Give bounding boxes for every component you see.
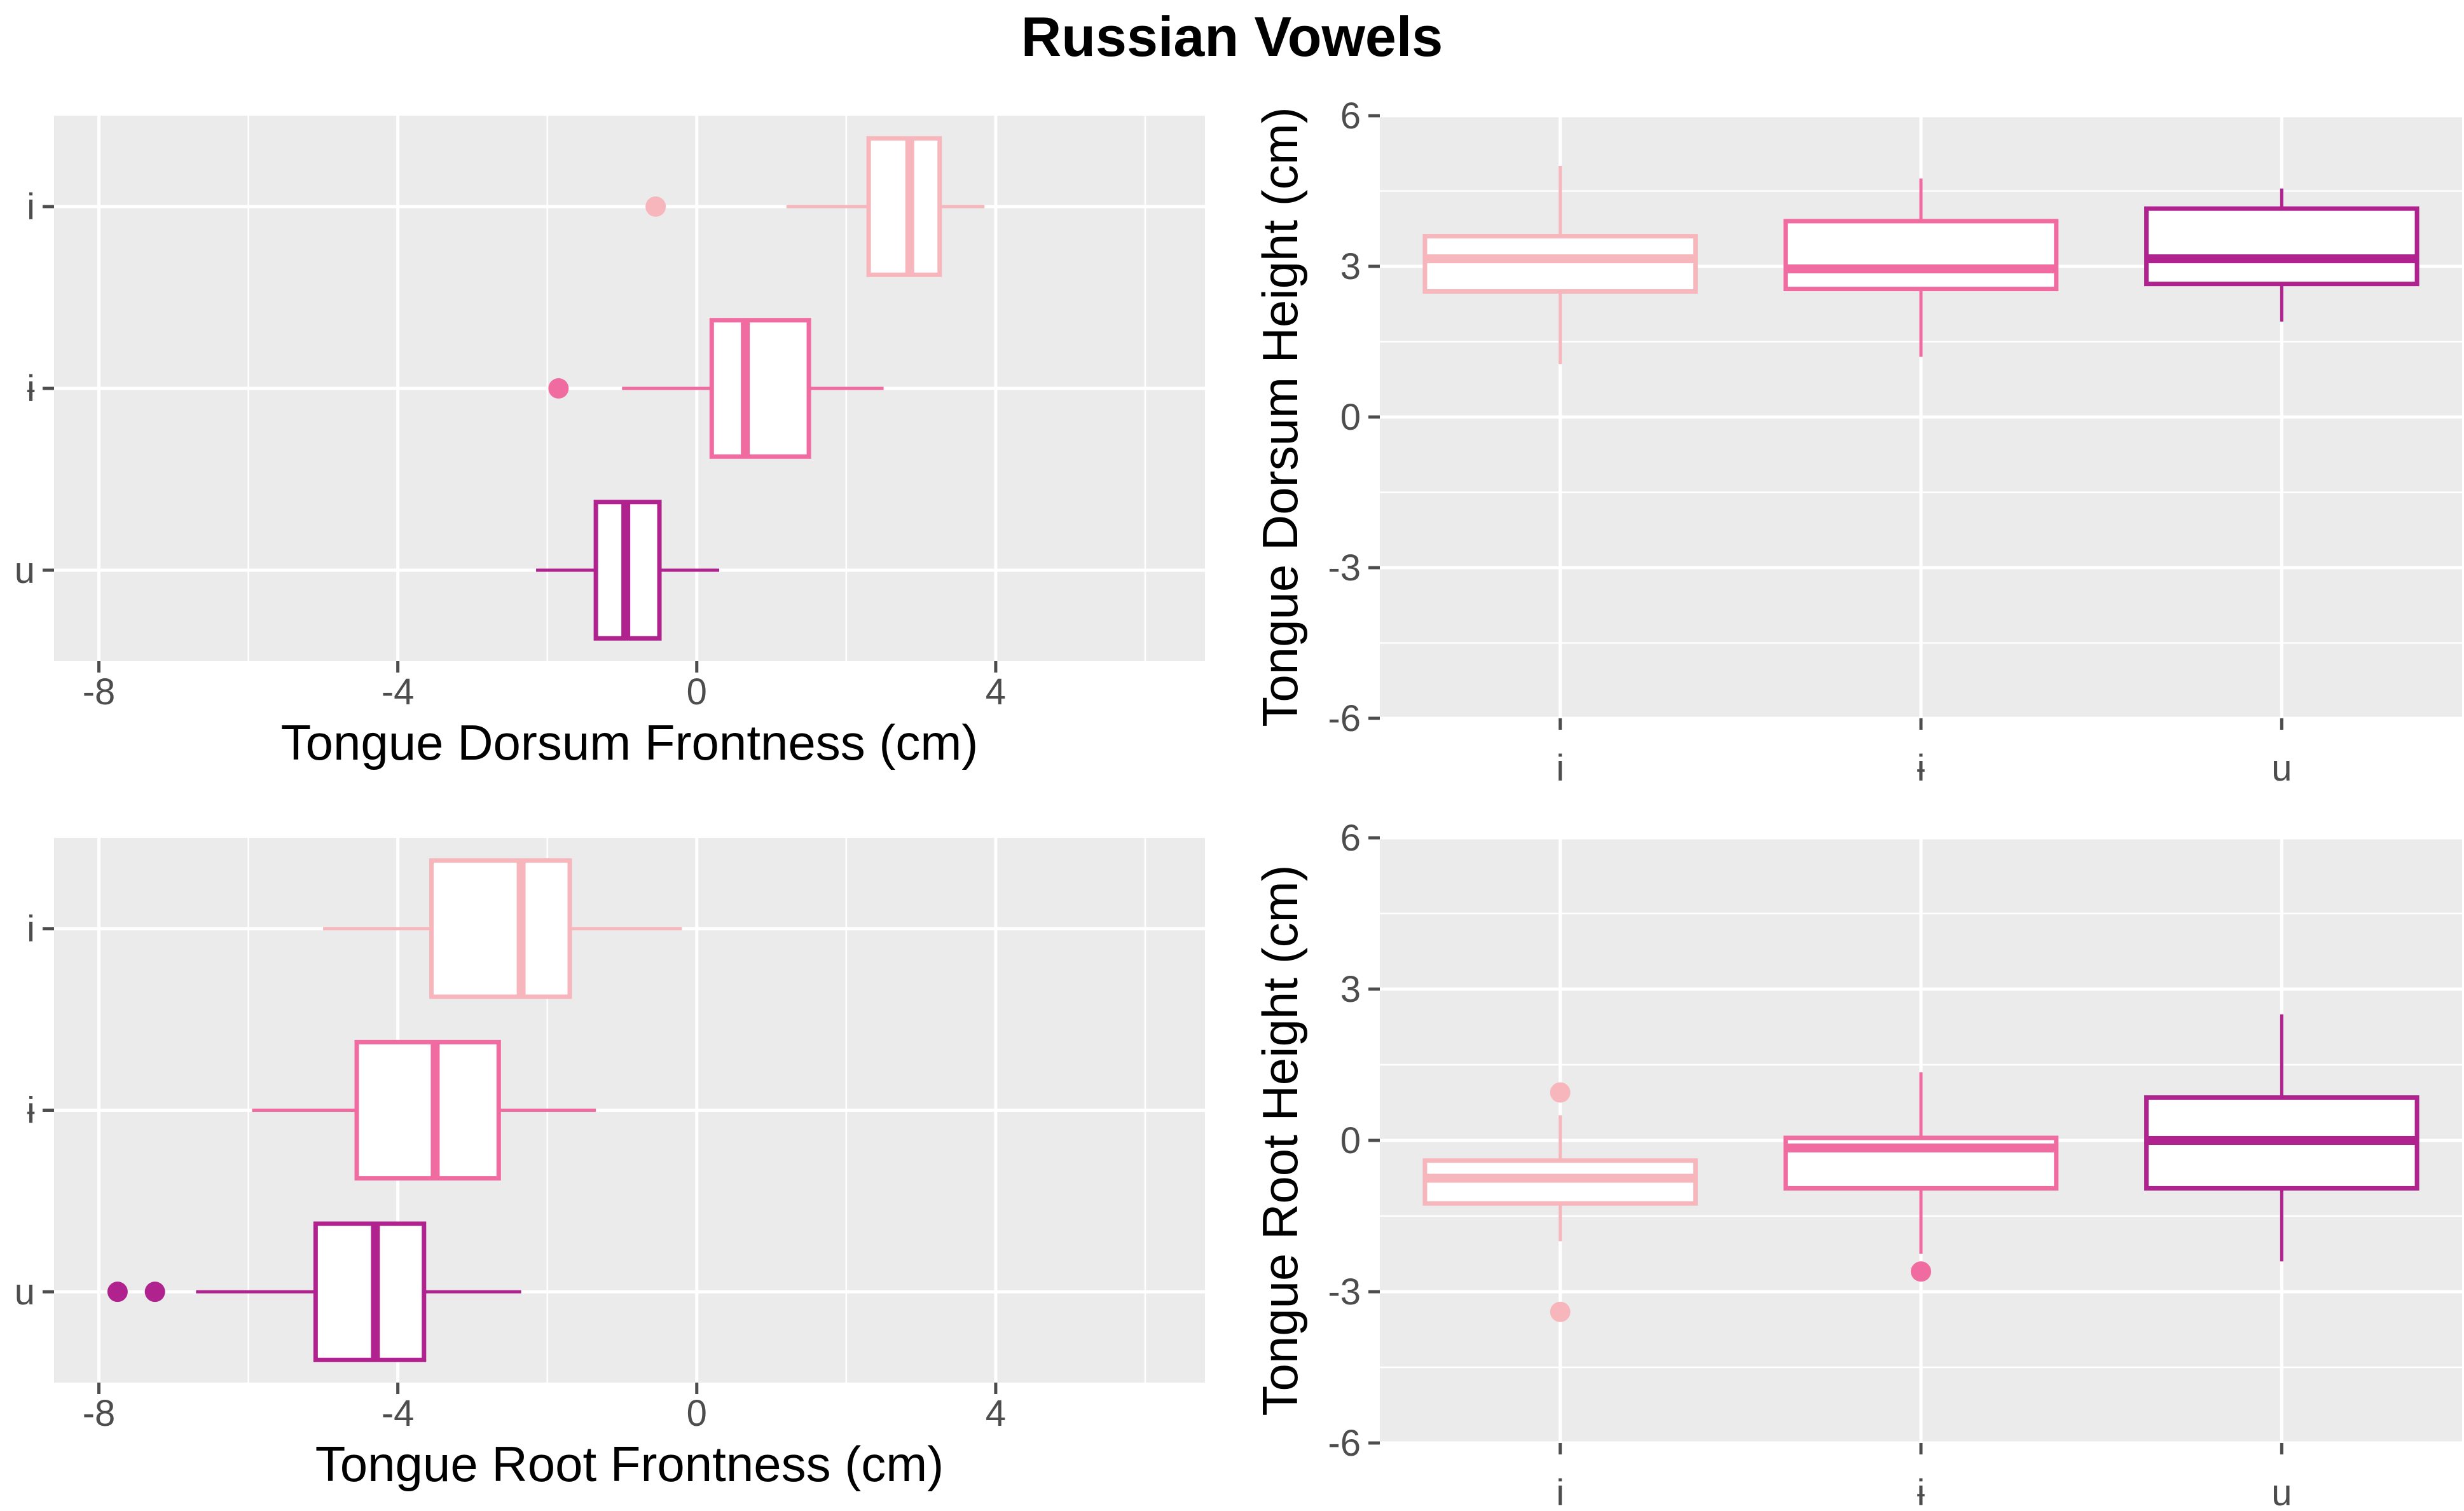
y-tick-label: ɨ <box>27 368 35 409</box>
box-i <box>323 858 682 999</box>
y-tick-label: ɨ <box>27 1090 35 1132</box>
x-tick-label: 0 <box>687 671 707 713</box>
box-iqr <box>866 136 942 277</box>
outlier-point <box>548 378 569 399</box>
chart-title: Russian Vowels <box>1021 5 1443 68</box>
x-axis-title: Tongue Root Frontness (cm) <box>315 1436 944 1492</box>
y-tick-label: u <box>15 550 35 591</box>
box-u <box>107 1221 521 1362</box>
x-tick-label: u <box>2271 1472 2292 1511</box>
y-tick-label: 6 <box>1340 95 1361 137</box>
box-u <box>2144 1014 2419 1262</box>
x-tick-label: i <box>1556 748 1564 789</box>
x-tick-label: u <box>2271 748 2292 789</box>
box-iqr <box>1783 219 2059 292</box>
y-tick-label: -6 <box>1328 1423 1361 1464</box>
x-tick-label: 4 <box>986 1393 1006 1434</box>
box-ɨ <box>252 1039 596 1181</box>
panel-root-frontness: -8 -4 0 4 i ɨ u Tongue Root Frontness (cm) <box>15 838 1205 1492</box>
x-axis-title: Tongue Dorsum Frontness (cm) <box>281 714 979 770</box>
y-tick-label: 3 <box>1340 246 1361 287</box>
box-iqr <box>709 318 811 459</box>
y-tick-label: 0 <box>1340 1120 1361 1161</box>
y-tick-label: 3 <box>1340 969 1361 1010</box>
box-iqr <box>2144 206 2419 287</box>
box-i <box>1422 1082 1698 1322</box>
box-iqr <box>1422 234 1698 294</box>
x-tick-label: ɨ <box>1917 1472 1925 1511</box>
box-iqr <box>429 858 572 999</box>
y-tick-label: -6 <box>1328 698 1361 739</box>
box-u <box>536 500 720 641</box>
y-tick-label: u <box>15 1271 35 1313</box>
outlier-point <box>144 1282 165 1302</box>
box-u <box>2144 188 2419 322</box>
x-tick-label: 0 <box>687 1393 707 1434</box>
x-tick-label: -8 <box>83 1393 116 1434</box>
y-tick-label: i <box>27 186 35 228</box>
box-i <box>645 136 985 277</box>
y-tick-label: 0 <box>1340 397 1361 438</box>
box-ɨ <box>1783 1072 2059 1282</box>
x-tick-label: ɨ <box>1917 748 1925 789</box>
panel-dorsum-height: -6 -3 0 3 6 i ɨ u Tongue Dorsum Height (cm) <box>1252 95 2462 789</box>
x-tick-label: -8 <box>83 671 116 713</box>
x-tick-label: -4 <box>382 671 415 713</box>
outlier-point <box>1911 1261 1931 1282</box>
y-tick-label: -3 <box>1328 547 1361 589</box>
box-ɨ <box>548 318 884 459</box>
box-i <box>1422 166 1698 365</box>
y-tick-label: -3 <box>1328 1271 1361 1313</box>
outlier-point <box>107 1282 128 1302</box>
y-axis-title: Tongue Dorsum Height (cm) <box>1252 107 1308 727</box>
outlier-point <box>1550 1082 1571 1103</box>
y-axis-title: Tongue Root Height (cm) <box>1252 865 1308 1416</box>
x-tick-label: i <box>1556 1472 1564 1511</box>
outlier-point <box>645 196 666 217</box>
panel-root-height: -6 -3 0 3 6 i ɨ u Tongue Root Height (cm) <box>1252 817 2462 1511</box>
y-tick-label: 6 <box>1340 817 1361 859</box>
box-ɨ <box>1783 178 2059 357</box>
panel-dorsum-frontness: -8 -4 0 4 i ɨ u Tongue Dorsum Frontness (cm) <box>15 116 1205 770</box>
outlier-point <box>1550 1301 1571 1322</box>
x-tick-label: 4 <box>986 671 1006 713</box>
x-tick-label: -4 <box>382 1393 415 1434</box>
box-iqr <box>354 1039 501 1181</box>
y-tick-label: i <box>27 908 35 950</box>
box-iqr <box>313 1221 427 1362</box>
